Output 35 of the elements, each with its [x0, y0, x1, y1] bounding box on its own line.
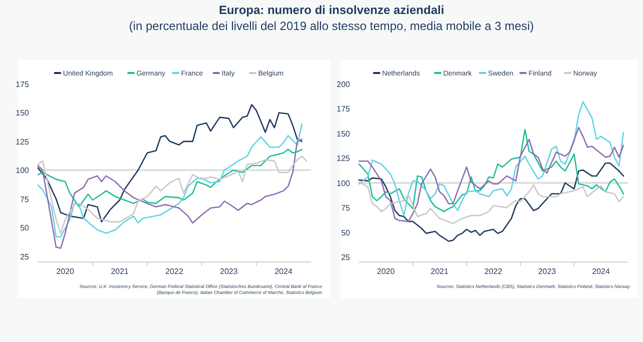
x-tick-label: 2020 [376, 267, 396, 276]
y-tick-label: 25 [341, 253, 351, 262]
line-series [358, 181, 624, 224]
y-tick-label: 50 [341, 228, 351, 238]
y-tick-label: 150 [336, 129, 351, 138]
y-tick-label: 50 [20, 224, 30, 233]
chart-subtitle: (in percentuale dei livelli del 2019 allo stesso tempo, media mobile a 3 mesi) [129, 19, 534, 33]
line-series [358, 162, 624, 242]
x-tick-label: 2024 [274, 267, 293, 276]
y-tick-label: 75 [20, 194, 30, 204]
y-tick-label: 100 [336, 178, 351, 188]
y-tick-label: 150 [16, 108, 30, 118]
x-tick-label: 2021 [430, 267, 449, 276]
x-tick-label: 2020 [56, 267, 75, 276]
y-tick-label: 200 [336, 80, 351, 89]
line-series [37, 124, 303, 238]
chart-title: Europa: numero di insolvenze aziendali [218, 3, 444, 17]
x-tick-label: 2022 [484, 267, 503, 276]
line-series [37, 156, 308, 234]
x-tick-label: 2022 [165, 267, 184, 276]
y-tick-label: 25 [20, 252, 30, 262]
line-series [37, 104, 303, 222]
x-tick-label: 2024 [592, 267, 610, 276]
y-tick-label: 175 [336, 104, 351, 114]
y-tick-label: 100 [16, 166, 30, 176]
y-tick-label: 125 [16, 137, 30, 146]
y-tick-label: 125 [336, 154, 351, 164]
line-series [358, 101, 624, 216]
x-tick-label: 2023 [538, 267, 556, 276]
y-tick-label: 75 [341, 204, 351, 213]
x-tick-label: 2023 [220, 267, 238, 276]
y-tick-label: 175 [16, 80, 30, 89]
line-series [37, 148, 303, 208]
line-series [37, 138, 303, 249]
x-tick-label: 2021 [110, 267, 130, 276]
